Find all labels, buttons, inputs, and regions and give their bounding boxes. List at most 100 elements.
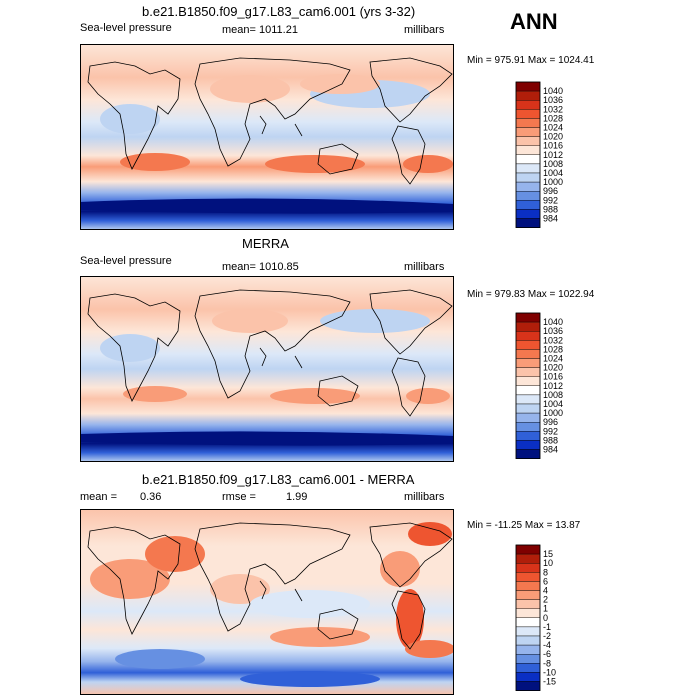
colorbar-tick-label: 1016	[543, 141, 563, 151]
colorbar-tick-label: -15	[543, 677, 556, 687]
colorbar-tick-label: 1004	[543, 399, 563, 409]
colorbar-tick-label: 988	[543, 204, 558, 214]
colorbar-cell	[515, 385, 541, 396]
panel1-title: b.e21.B1850.f09_g17.L83_cam6.001 (yrs 3-…	[142, 4, 416, 19]
colorbar-cell	[515, 544, 541, 555]
colorbar-cell	[515, 644, 541, 655]
colorbar-tick-label: 0	[543, 613, 548, 623]
panel3-units: millibars	[404, 491, 445, 503]
colorbar-cell	[515, 358, 541, 368]
colorbar-cell	[515, 581, 541, 591]
colorbar-tick-label: 10	[543, 558, 553, 568]
panel1-mean: mean= 1011.21	[222, 24, 298, 36]
colorbar-tick-label: 1024	[543, 123, 563, 133]
colorbar-tick-label: 1008	[543, 390, 563, 400]
panel3-mean-label: mean =	[80, 491, 117, 503]
panel3-mean-value: 0.36	[140, 491, 162, 503]
colorbar-cell	[515, 403, 541, 414]
colorbar-tick-label: 2	[543, 595, 548, 605]
colorbar-cell	[515, 340, 541, 350]
colorbar-tick-label: 1032	[543, 335, 563, 345]
colorbar-tick-label: 1008	[543, 159, 563, 169]
colorbar-tick-label: 1020	[543, 132, 563, 142]
colorbar-frame	[515, 312, 541, 460]
colorbar-cell	[515, 431, 541, 441]
panel1-units: millibars	[404, 24, 445, 36]
panel2-variable: Sea-level pressure	[80, 255, 172, 267]
colorbar-cell	[515, 394, 541, 405]
colorbar-tick-label: 1004	[543, 168, 563, 178]
colorbar-tick-label: -4	[543, 640, 551, 650]
colorbar-cell	[515, 154, 541, 165]
colorbar-tick-label: -8	[543, 658, 551, 668]
colorbar-cell	[515, 312, 541, 323]
colorbar-tick-label: 1028	[543, 113, 563, 123]
panel3-title: b.e21.B1850.f09_g17.L83_cam6.001 - MERRA	[142, 472, 415, 487]
colorbar-cell	[515, 331, 541, 341]
colorbar-cell	[515, 136, 541, 146]
panel2-mean: mean= 1010.85	[222, 261, 299, 273]
colorbar-frame	[515, 544, 541, 692]
panel2-map	[80, 276, 454, 462]
colorbar-cell	[515, 412, 541, 423]
colorbar-tick-label: 992	[543, 195, 558, 205]
colorbar-cell	[515, 90, 541, 101]
colorbar-cell	[515, 421, 541, 432]
colorbar-cell	[515, 100, 541, 110]
colorbar-cell	[515, 626, 541, 637]
panel1-minmax: Min = 975.91 Max = 1024.41	[467, 55, 595, 66]
colorbar-cell	[515, 553, 541, 564]
panel1-map	[80, 44, 454, 230]
colorbar-cell	[515, 172, 541, 183]
panel2-title: MERRA	[242, 236, 289, 251]
colorbar-cell	[515, 653, 541, 664]
colorbar-cell	[515, 200, 541, 210]
colorbar-cell	[515, 590, 541, 600]
colorbar-tick-label: 1	[543, 604, 548, 614]
colorbar-cell	[515, 672, 541, 682]
colorbar-cell	[515, 190, 541, 201]
colorbar-cell	[515, 163, 541, 174]
colorbar-tick-label: 1024	[543, 354, 563, 364]
colorbar-cell	[515, 563, 541, 573]
colorbar-cell	[515, 635, 541, 646]
colorbar-cell	[515, 663, 541, 673]
colorbar-tick-label: 1040	[543, 317, 563, 327]
colorbar-tick-label: 988	[543, 435, 558, 445]
colorbar-cell	[515, 145, 541, 156]
colorbar-tick-label: 15	[543, 549, 553, 559]
colorbar-tick-label: 996	[543, 417, 558, 427]
colorbar-tick-label: -2	[543, 631, 551, 641]
colorbar-cell	[515, 440, 541, 450]
colorbar-tick-label: -1	[543, 622, 551, 632]
colorbar-cell	[515, 449, 541, 459]
colorbar-tick-label: 1036	[543, 326, 563, 336]
colorbar-cell	[515, 367, 541, 377]
colorbar-tick-label: 984	[543, 214, 558, 224]
season-label: ANN	[510, 9, 558, 34]
colorbar-cell	[515, 81, 541, 92]
colorbar-tick-label: 1028	[543, 344, 563, 354]
panel3-minmax: Min = -11.25 Max = 13.87	[467, 520, 581, 531]
colorbar-cell	[515, 617, 541, 628]
colorbar-cell	[515, 349, 541, 359]
panel3-rmse-label: rmse =	[222, 491, 256, 503]
colorbar-tick-label: -10	[543, 667, 556, 677]
colorbar-tick-label: -6	[543, 649, 551, 659]
colorbar-tick-label: 1012	[543, 381, 563, 391]
panel1-variable: Sea-level pressure	[80, 22, 172, 34]
colorbar-tick-label: 8	[543, 567, 548, 577]
colorbar-cell	[515, 599, 541, 609]
colorbar-cell	[515, 218, 541, 228]
colorbar-tick-label: 1016	[543, 372, 563, 382]
colorbar-tick-label: 996	[543, 186, 558, 196]
colorbar-frame	[515, 81, 541, 229]
colorbar-cell	[515, 127, 541, 137]
panel3-map	[80, 509, 454, 695]
colorbar-tick-label: 6	[543, 576, 548, 586]
colorbar-cell	[515, 681, 541, 691]
colorbar-cell	[515, 109, 541, 119]
colorbar-tick-label: 1000	[543, 408, 563, 418]
colorbar-tick-label: 992	[543, 426, 558, 436]
